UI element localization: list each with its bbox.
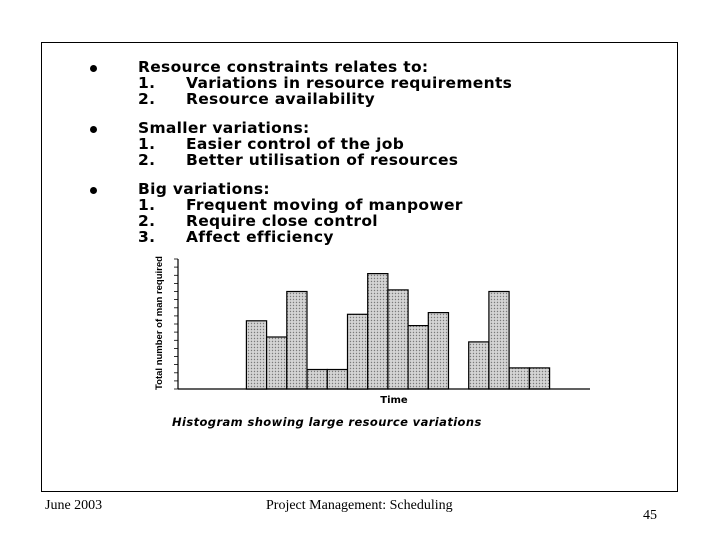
- histogram-bar: [488, 290, 510, 390]
- histogram-bar: [387, 289, 409, 390]
- bullet-dot: [90, 65, 97, 72]
- x-axis-label: Time: [380, 395, 408, 406]
- histogram-bar: [407, 324, 429, 390]
- histogram-bar: [367, 273, 389, 390]
- slide-frame: Resource constraints relates to: 1. Varia…: [41, 42, 678, 492]
- histogram-bar: [468, 341, 490, 390]
- histogram-bar: [346, 313, 369, 390]
- histogram-bar: [508, 367, 531, 390]
- page-number: 45: [643, 508, 657, 523]
- list-item: 2. Better utilisation of resources: [138, 151, 459, 169]
- chart-caption: Histogram showing large resource variati…: [172, 415, 482, 429]
- list-item: 1. Easier control of the job: [138, 135, 405, 153]
- resource-histogram: Total number of man required Time: [154, 256, 590, 406]
- list-item: 2. Require close control: [138, 212, 378, 230]
- histogram-bar: [306, 368, 328, 390]
- y-axis-label: Total number of man required: [154, 256, 165, 390]
- histogram-bar: [286, 290, 308, 390]
- bullet-heading: Smaller variations:: [138, 119, 310, 137]
- histogram-bar: [265, 336, 288, 390]
- list-item: 1. Frequent moving of manpower: [138, 196, 463, 214]
- bullet-dot: [90, 126, 97, 133]
- histogram-bar: [528, 367, 551, 390]
- footer-title: Project Management: Scheduling: [266, 498, 453, 513]
- bullet-heading: Resource constraints relates to:: [138, 58, 429, 76]
- bullet-heading: Big variations:: [138, 180, 270, 198]
- histogram-bar: [427, 311, 450, 390]
- list-item: 2. Resource availability: [138, 90, 376, 108]
- histogram-bar: [245, 320, 268, 390]
- list-item: 1. Variations in resource requirements: [138, 74, 513, 92]
- bullet-dot: [90, 187, 97, 194]
- list-item: 3. Affect efficiency: [138, 228, 334, 246]
- histogram-bar: [326, 368, 349, 390]
- footer-date: June 2003: [45, 498, 103, 513]
